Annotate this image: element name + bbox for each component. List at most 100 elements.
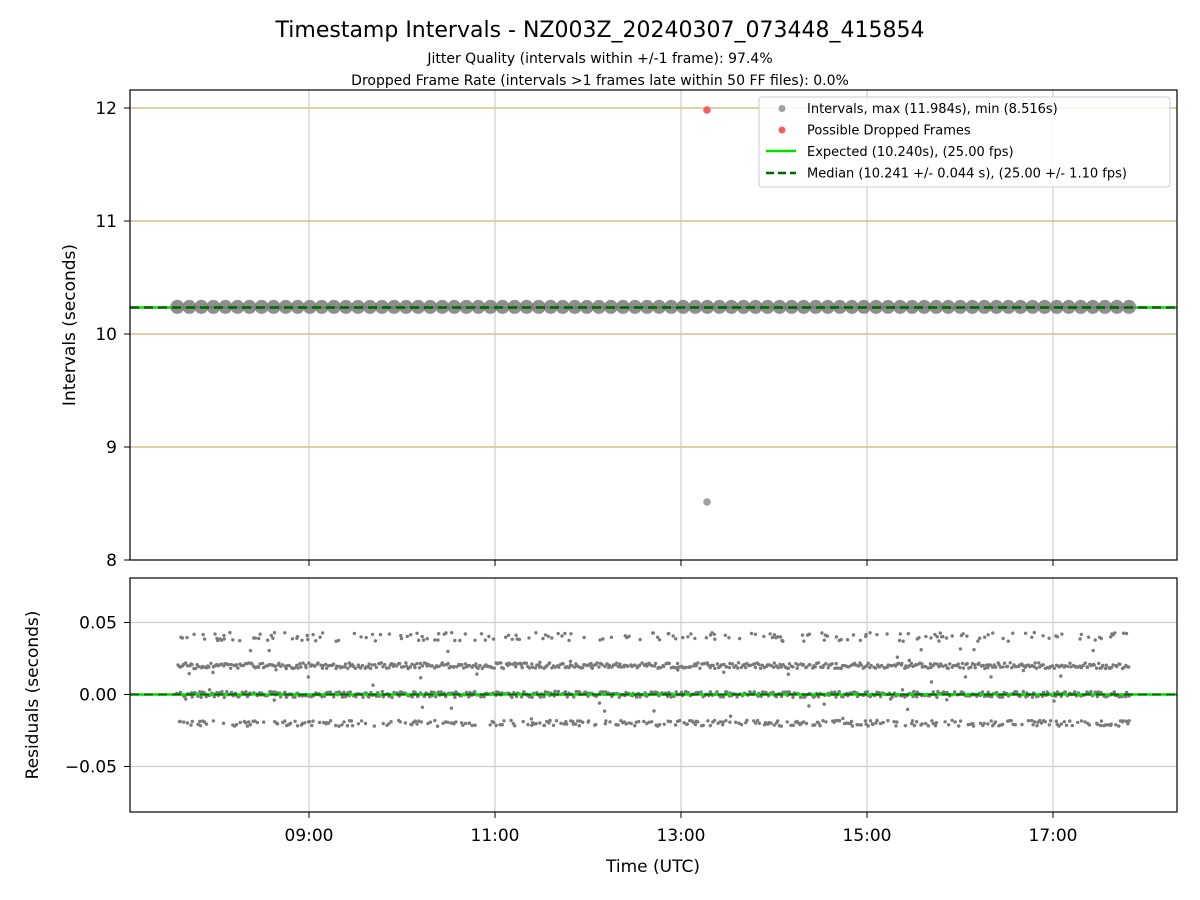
residual-point [317, 720, 322, 725]
residual-point [849, 719, 854, 724]
residual-point [800, 633, 805, 637]
bottom-x-axis: 09:00 11:00 13:00 15:00 17:00 [285, 812, 1078, 846]
residual-point [410, 695, 415, 699]
residual-point [371, 683, 375, 687]
residual-point [839, 666, 843, 670]
residual-point [753, 665, 758, 670]
residual-point [997, 663, 1001, 667]
residual-point [238, 639, 242, 643]
residual-point [187, 671, 191, 676]
residual-point [201, 632, 205, 637]
interval-point [399, 299, 414, 314]
residual-point [458, 638, 462, 643]
residual-point [313, 664, 317, 668]
residual-point [482, 695, 486, 699]
legend-label-expected: Expected (10.240s), (25.00 fps) [807, 145, 1014, 160]
interval-point [905, 299, 920, 314]
residual-point [192, 632, 196, 636]
residual-point [824, 720, 828, 724]
residual-point [444, 631, 448, 635]
residual-point [1121, 719, 1125, 723]
residual-point [307, 720, 312, 724]
residual-point [342, 720, 346, 724]
residual-point [845, 638, 850, 642]
residual-point [919, 648, 923, 652]
residual-point [185, 721, 190, 725]
residual-point [1060, 632, 1064, 636]
residual-point [473, 723, 477, 727]
residual-point [910, 721, 914, 726]
residual-point [640, 661, 644, 665]
residual-point [673, 723, 678, 727]
residual-point [413, 719, 417, 723]
residual-point [986, 690, 990, 694]
residual-point [576, 719, 580, 723]
residual-point [307, 661, 311, 665]
residual-point [559, 721, 563, 725]
residual-point [772, 665, 776, 669]
residual-point [572, 665, 577, 669]
residual-point [415, 631, 419, 635]
residual-point [903, 724, 908, 728]
residual-point [934, 721, 939, 725]
residual-point [935, 695, 939, 699]
residual-point [510, 695, 514, 699]
residual-point [180, 636, 185, 640]
residual-point [520, 695, 524, 699]
residual-point [983, 635, 987, 639]
residual-point [467, 695, 471, 699]
residual-point [1111, 663, 1115, 667]
residual-point [1124, 719, 1128, 723]
residual-point [708, 690, 713, 694]
residual-point [890, 695, 894, 699]
residual-point [1005, 664, 1010, 668]
legend: Intervals, max (11.984s), min (8.516s) P… [758, 96, 1171, 188]
residual-point [933, 632, 937, 637]
residual-point [1099, 719, 1104, 723]
residual-point [433, 718, 437, 723]
residual-point [760, 663, 765, 667]
residual-point [1001, 665, 1005, 669]
residual-point [915, 695, 919, 699]
residual-point [449, 664, 453, 669]
residual-point [547, 661, 552, 665]
residual-point [826, 666, 830, 670]
residual-point [222, 633, 226, 638]
residual-point [416, 638, 421, 642]
residual-point [1057, 724, 1061, 728]
residual-point [951, 664, 956, 668]
residual-point [781, 690, 785, 694]
residual-point [839, 637, 843, 642]
residual-point [933, 724, 938, 728]
bottom-xtick-label-0: 09:00 [285, 826, 334, 846]
residual-point [813, 665, 817, 669]
residual-point [822, 638, 826, 642]
residual-point [935, 635, 939, 639]
residual-point [633, 663, 637, 667]
residual-point [372, 724, 376, 728]
residual-point [960, 661, 965, 666]
residual-point [885, 632, 889, 636]
residual-point [463, 721, 468, 726]
residual-point [1113, 631, 1117, 635]
residual-point [283, 631, 287, 635]
residual-point [963, 675, 968, 679]
residual-point [441, 721, 445, 725]
residual-point [1097, 661, 1101, 666]
residual-point [786, 666, 790, 671]
residual-point [1078, 637, 1082, 641]
residual-point [248, 723, 253, 727]
residual-point [755, 718, 760, 723]
residual-point [972, 648, 976, 652]
residual-point [542, 723, 547, 728]
residual-point [310, 723, 314, 728]
residual-point [901, 639, 905, 643]
residual-point [463, 662, 468, 666]
residual-point [296, 666, 300, 670]
residual-point [696, 720, 700, 724]
residual-point [419, 720, 423, 724]
residual-point [209, 661, 213, 666]
residual-point [708, 723, 713, 728]
residual-point [340, 723, 344, 727]
residual-point [1103, 666, 1108, 671]
